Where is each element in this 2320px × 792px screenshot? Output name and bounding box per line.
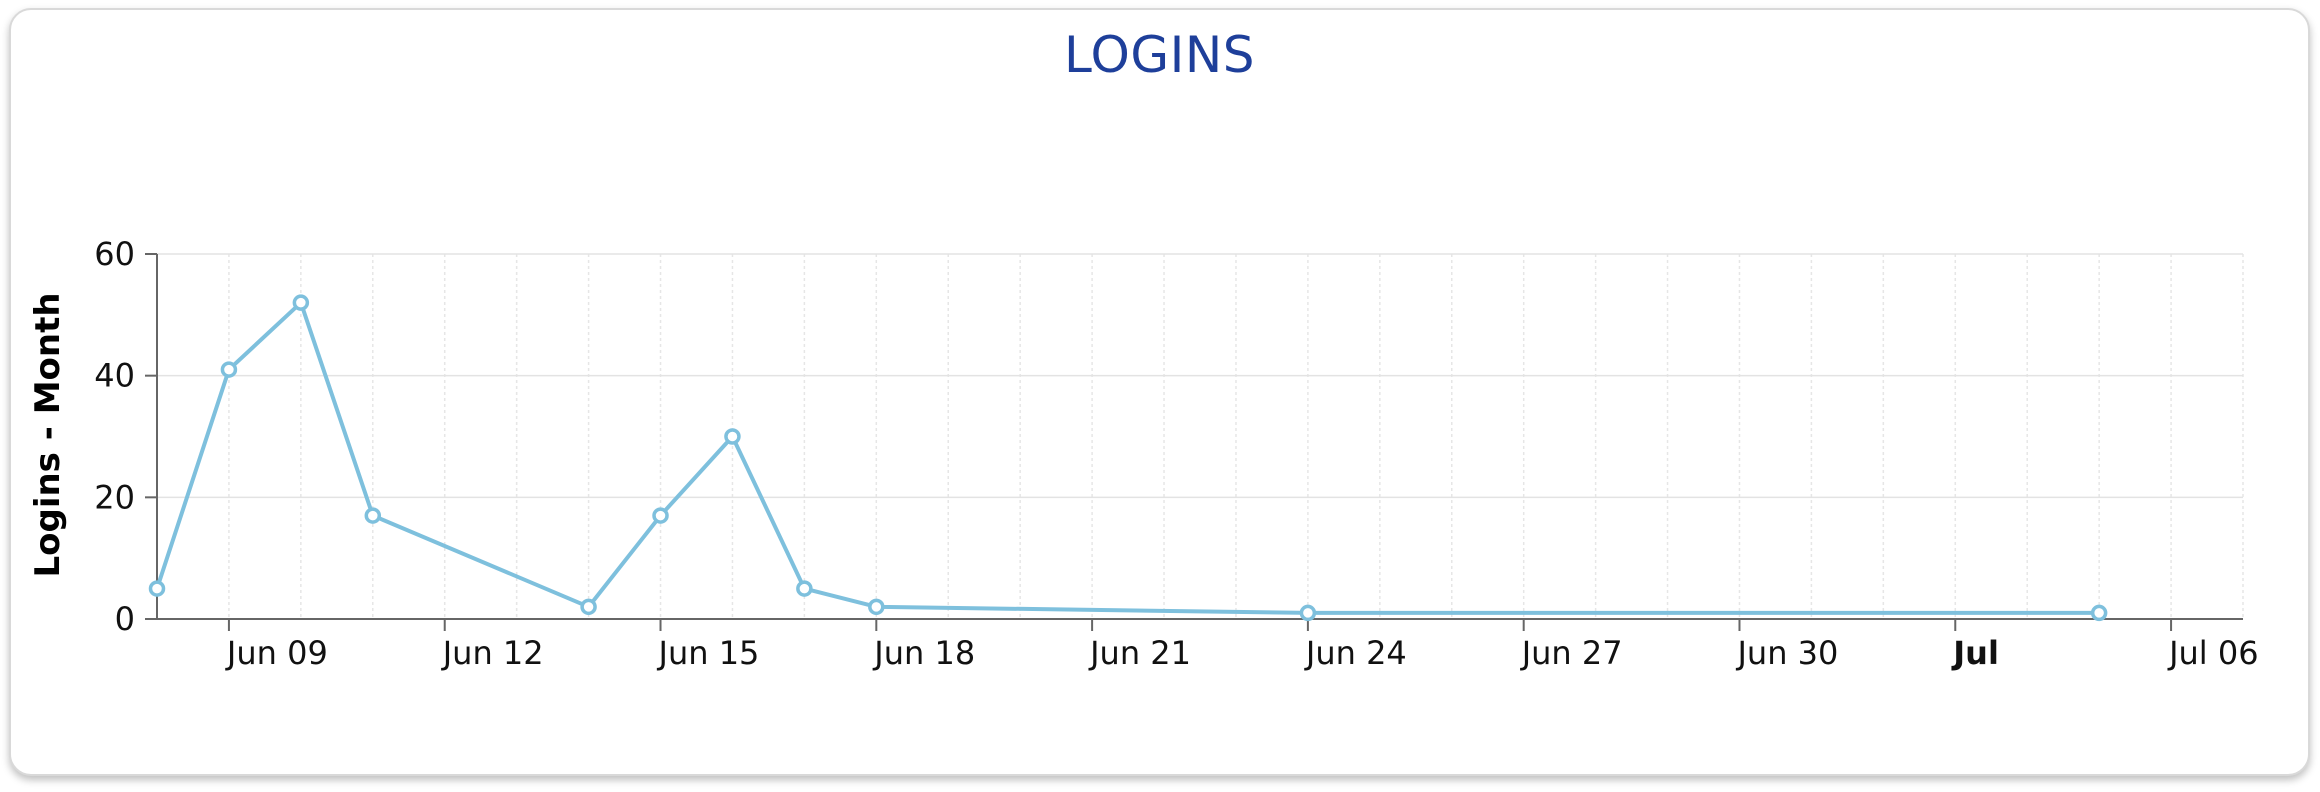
x-tick-label: Jul [1951,634,1999,672]
x-tick-label: Jul 06 [2167,634,2259,672]
series-line [155,300,2102,615]
data-point[interactable] [1299,604,1317,622]
data-point[interactable] [796,580,813,597]
x-tick-label: Jun 09 [225,634,328,672]
axes: 0 20 40 60 Jun 09 Jun 12 Jun 15 Jun 18 Jun 21 Jun… [94,235,2258,672]
y-tick-label: 0 [115,600,135,638]
x-tick-label: Jun 30 [1735,634,1838,672]
x-tick-label: Jun 21 [1088,634,1191,672]
data-point[interactable] [652,507,669,524]
line-chart: 0 20 40 60 Jun 09 Jun 12 Jun 15 Jun 18 Jun 21 Jun… [28,235,2259,672]
data-point[interactable] [724,428,741,445]
series-logins [148,294,2108,622]
data-point[interactable] [220,361,238,378]
data-point[interactable] [868,598,885,616]
data-point[interactable] [148,580,166,597]
y-tick-label: 40 [94,357,135,395]
x-tick-label: Jun 18 [872,634,975,672]
data-point[interactable] [292,294,310,311]
y-tick-label: 60 [94,235,135,273]
x-tick-label: Jun 12 [441,634,544,672]
x-tick-label: Jun 24 [1304,634,1407,672]
data-point[interactable] [364,507,382,524]
grid [157,253,2244,619]
chart-title: LOGINS [1063,26,1256,84]
y-tick-label: 20 [94,478,135,516]
data-point[interactable] [580,598,597,616]
x-tick-label: Jun 27 [1520,634,1623,672]
y-axis-label: Logins - Month [28,292,68,577]
data-point[interactable] [2090,604,2108,622]
x-tick-label: Jun 15 [657,634,760,672]
chart-card: LOGINS 0 20 40 60 Jun 09 Jun 12 Jun 15 Jun 18 Ju… [9,8,2310,776]
